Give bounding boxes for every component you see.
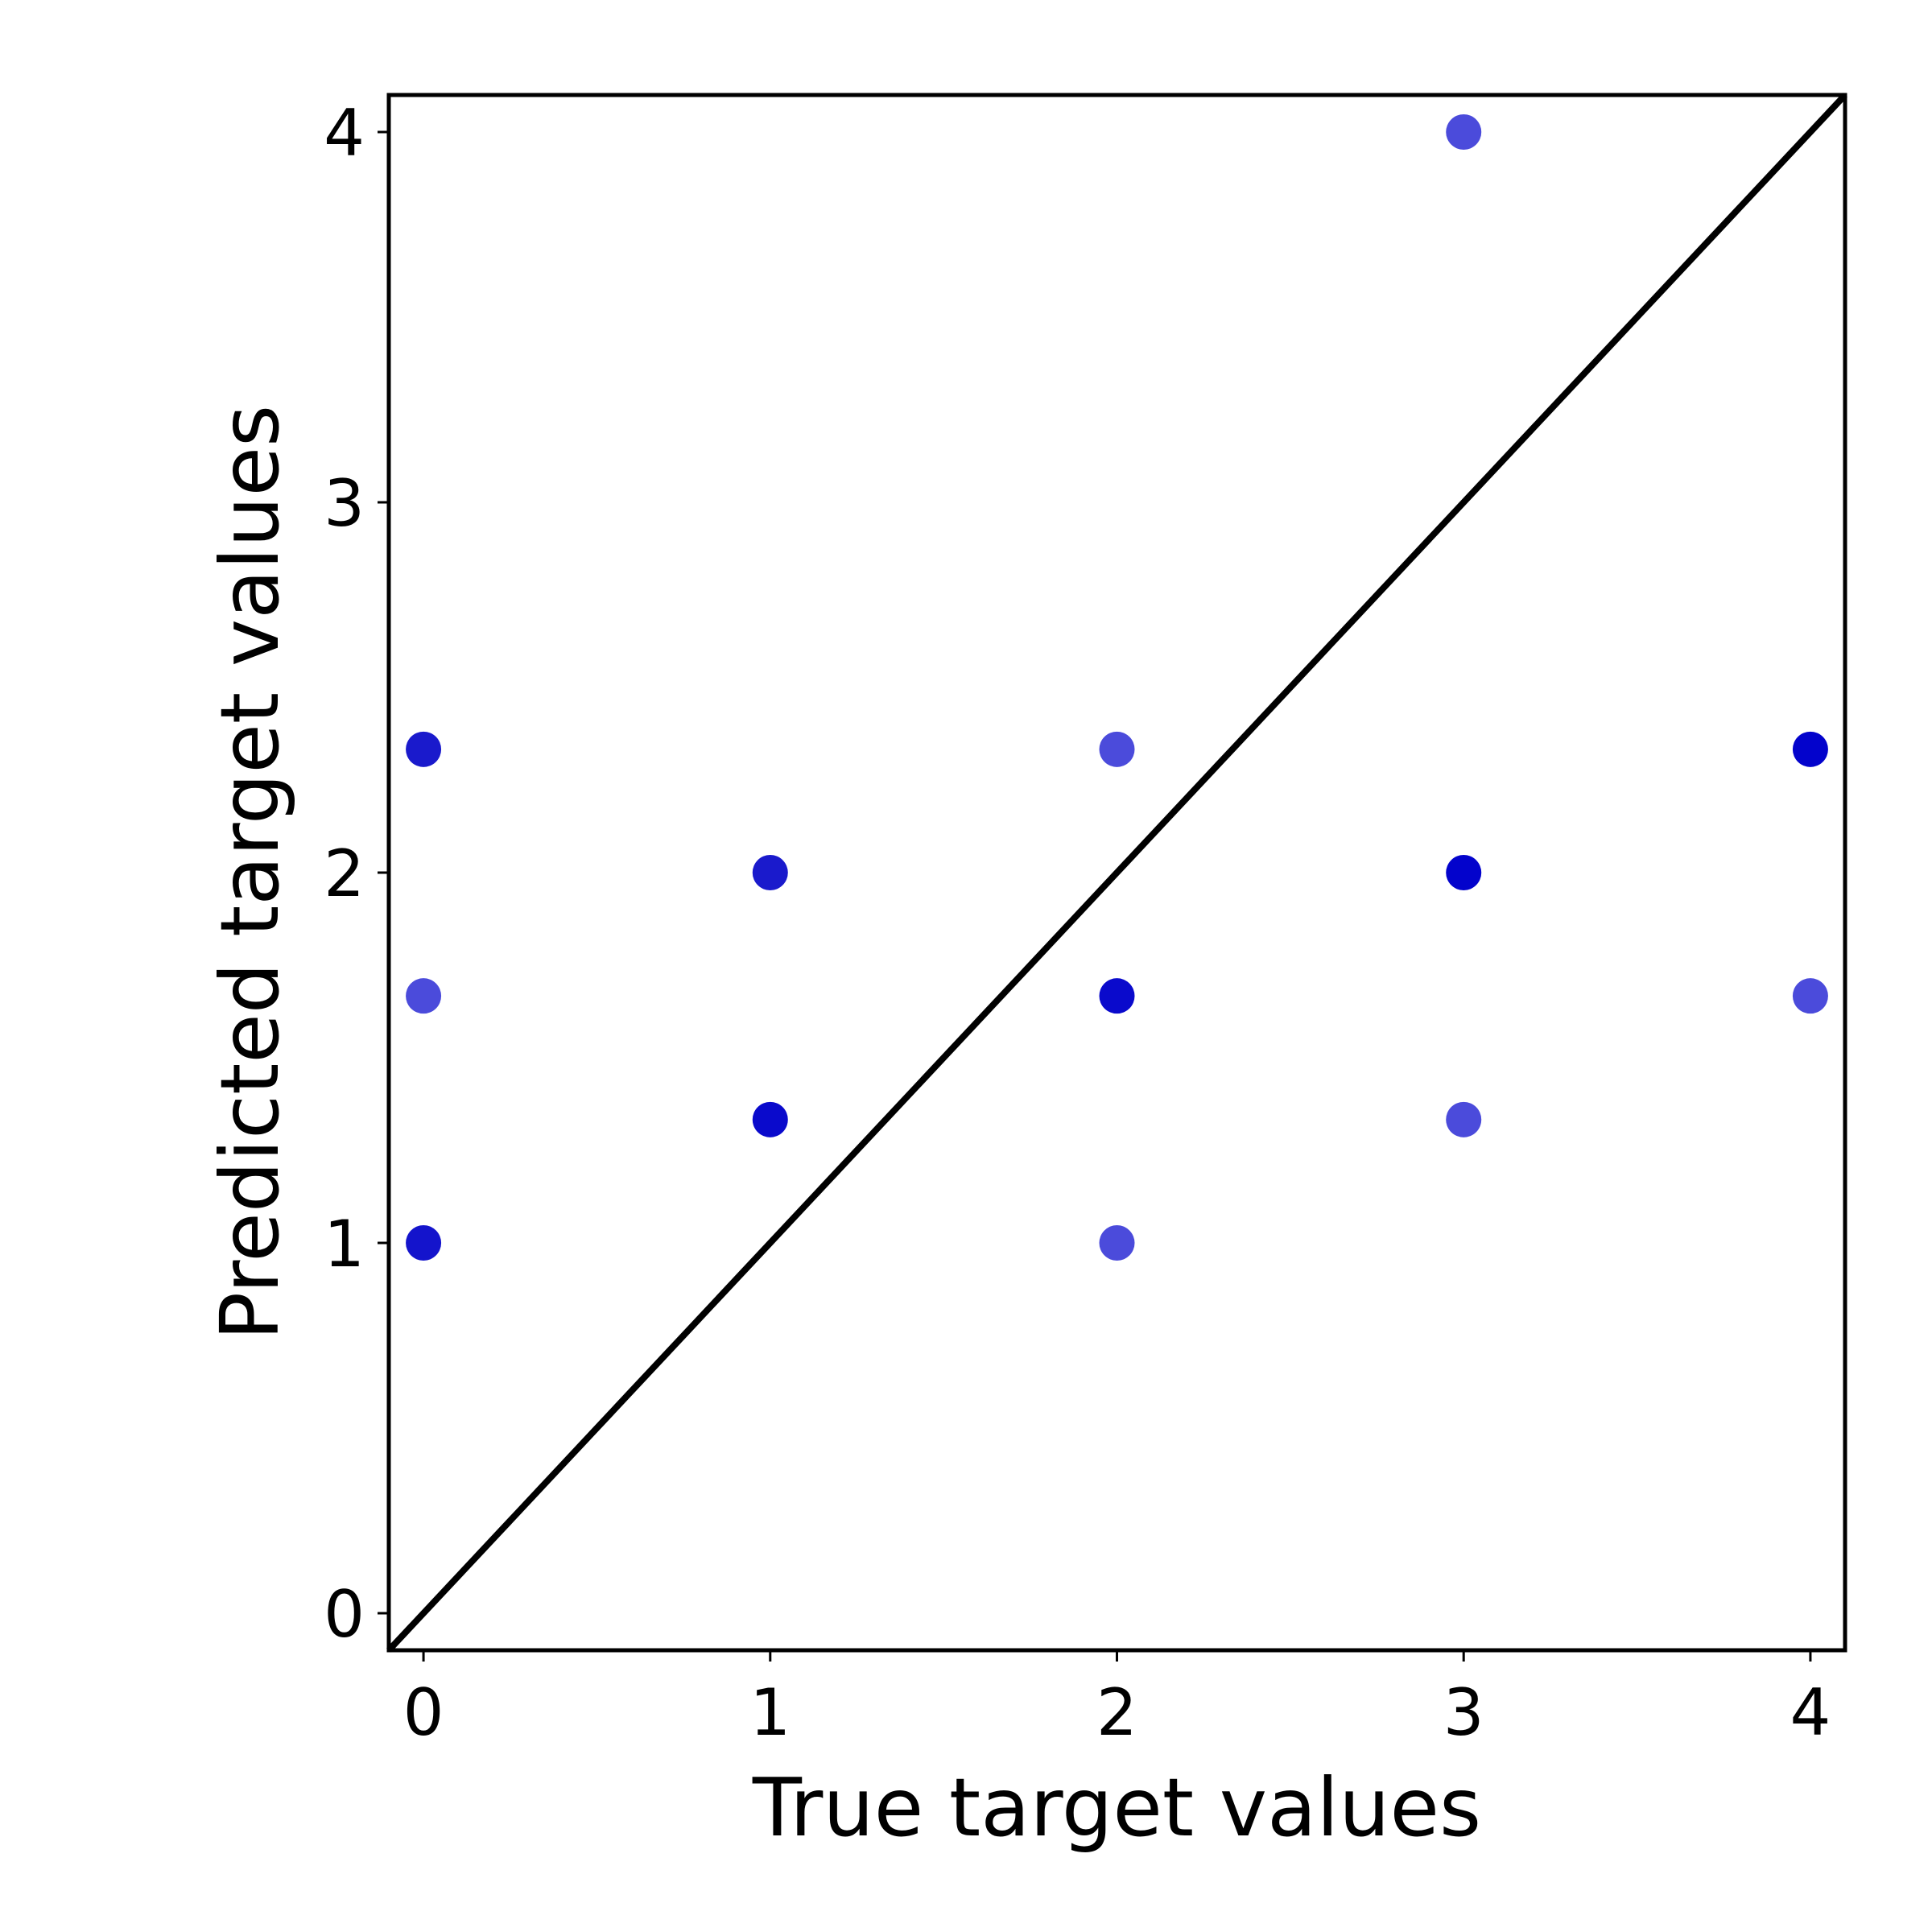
reference-line-layer bbox=[386, 93, 1847, 1653]
x-tick-label: 1 bbox=[749, 1675, 791, 1750]
y-tick-label: 0 bbox=[324, 1577, 365, 1652]
x-tick-label: 0 bbox=[403, 1675, 444, 1750]
scatter-point bbox=[406, 978, 442, 1014]
y-tick-label: 1 bbox=[324, 1207, 365, 1282]
scatter-point bbox=[752, 855, 788, 890]
y-tick-label: 3 bbox=[324, 466, 365, 541]
ticks-layer: 0 1 2 3 4 0 1 2 3 4 bbox=[324, 96, 1831, 1750]
scatter-point bbox=[1446, 1101, 1482, 1137]
y-tick-label: 2 bbox=[324, 836, 365, 911]
scatter-point bbox=[752, 1101, 788, 1137]
scatter-point bbox=[1792, 978, 1828, 1014]
x-tick-label: 4 bbox=[1790, 1675, 1831, 1750]
scatter-point bbox=[1099, 978, 1135, 1014]
x-tick-label: 2 bbox=[1096, 1675, 1137, 1750]
scatter-point bbox=[1446, 114, 1482, 150]
x-tick-label: 3 bbox=[1443, 1675, 1484, 1750]
points-layer bbox=[406, 114, 1828, 1261]
identity-line bbox=[386, 93, 1847, 1653]
scatter-point bbox=[406, 1225, 442, 1261]
scatter-point bbox=[1446, 855, 1482, 890]
scatter-point bbox=[1099, 731, 1135, 767]
y-tick-label: 4 bbox=[324, 96, 365, 171]
plot-frame bbox=[386, 93, 1847, 1653]
scatter-point bbox=[1099, 1225, 1135, 1261]
scatter-point bbox=[406, 731, 442, 767]
x-axis-label: True target values bbox=[752, 1761, 1481, 1855]
scatter-point bbox=[1792, 731, 1828, 767]
y-axis-label: Predicted target values bbox=[203, 405, 297, 1340]
